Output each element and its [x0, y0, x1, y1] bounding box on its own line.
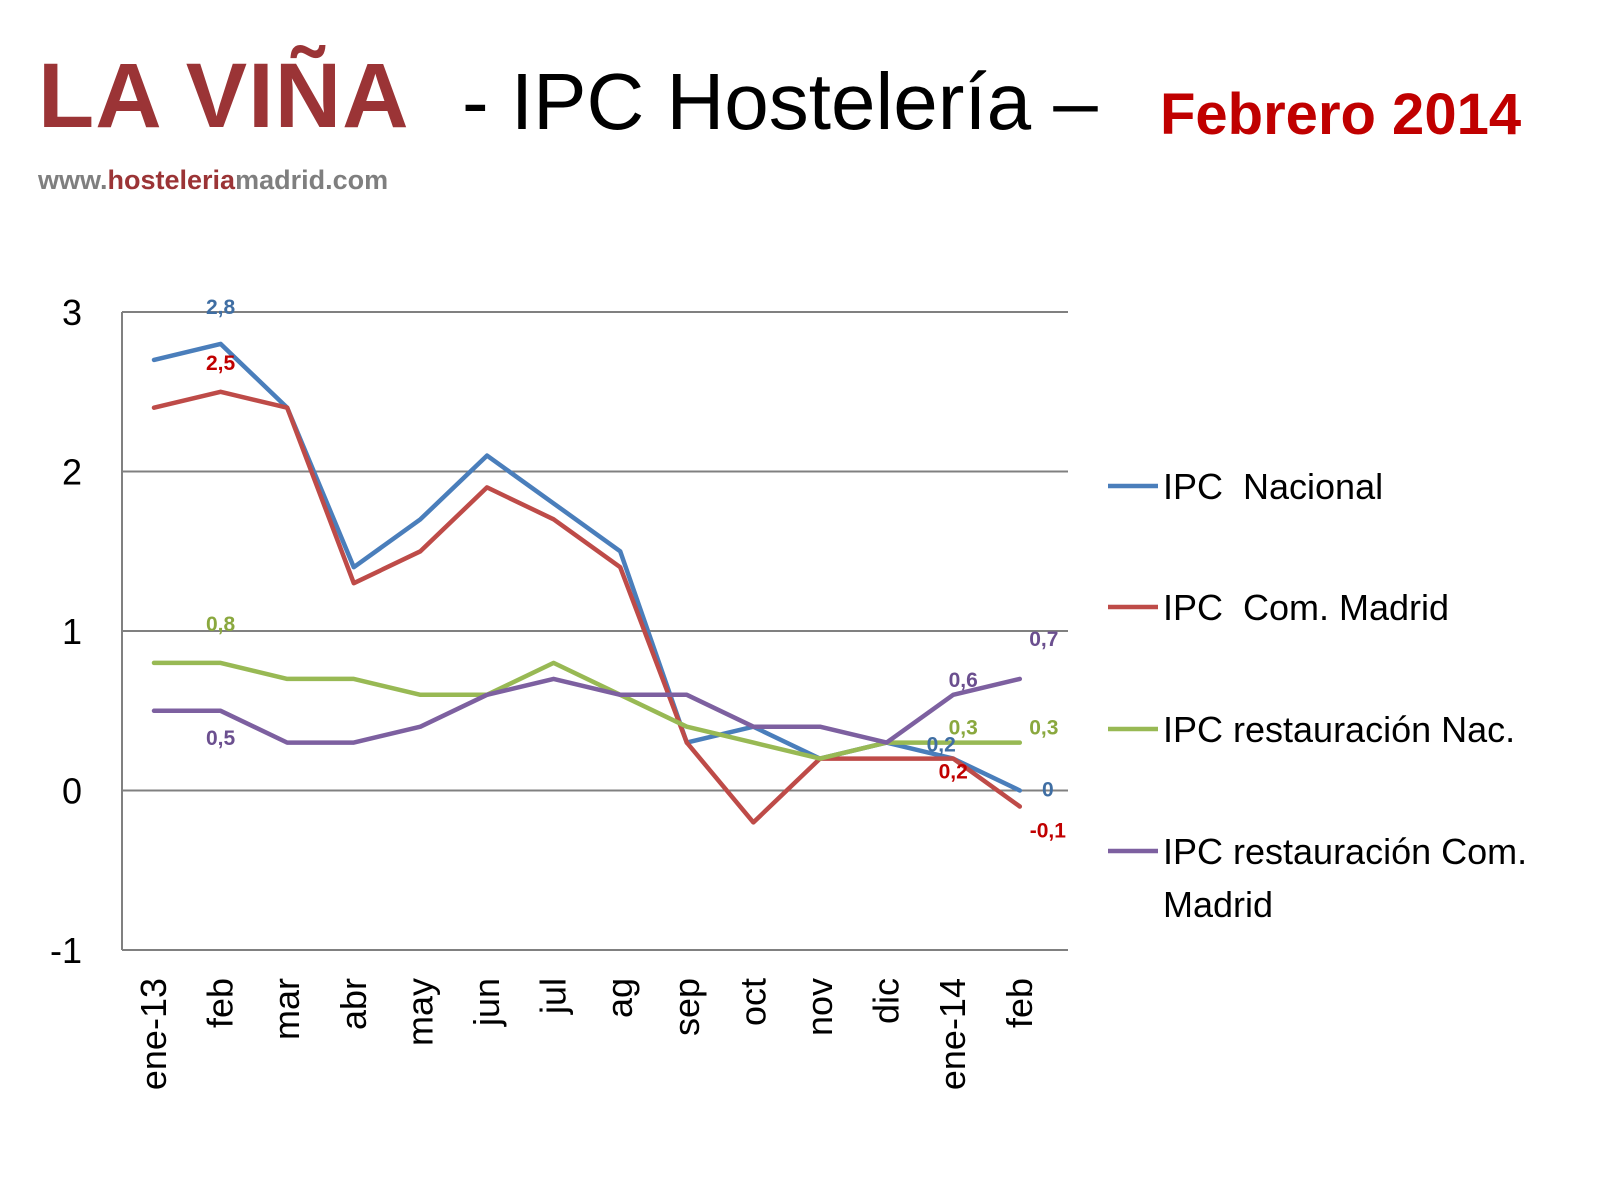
y-tick-label: 2	[62, 452, 82, 493]
y-tick-label: -1	[50, 930, 82, 971]
x-tick-label: nov	[799, 978, 840, 1036]
x-tick-label: feb	[999, 978, 1040, 1028]
x-tick-label: jul	[533, 978, 574, 1015]
data-label: 0,5	[206, 727, 236, 750]
brand-logo: LA VIÑA	[38, 45, 410, 147]
legend-label-line2: Madrid	[1163, 884, 1273, 925]
x-tick-label: ene-14	[932, 978, 973, 1090]
website-link[interactable]: www.hosteleriamadrid.com	[38, 167, 388, 194]
x-tick-label: feb	[200, 978, 241, 1028]
gridlines	[122, 311, 1068, 951]
legend-label: IPC restauración Com.	[1163, 831, 1527, 872]
y-tick-label: 0	[62, 771, 82, 812]
data-label: 0,7	[1029, 628, 1058, 651]
data-label: -0,1	[1030, 819, 1067, 842]
x-tick-label: sep	[666, 978, 707, 1036]
y-tick-labels: -1 0 1 2 3	[50, 292, 82, 971]
y-tick-label: 1	[62, 611, 82, 652]
x-tick-labels: ene-13 feb mar abr may jun jul ag sep oct nov dic en…	[133, 978, 1040, 1090]
x-tick-label: mar	[266, 978, 307, 1040]
legend-label: IPC Com. Madrid	[1163, 587, 1449, 628]
legend-label: IPC Nacional	[1163, 466, 1383, 507]
legend-label: IPC restauración Nac.	[1163, 709, 1515, 750]
y-tick-label: 3	[62, 292, 82, 333]
data-labels: 2,82,50,80,50,60,70,3 0,30,200,2-0,1	[206, 296, 1066, 843]
data-label: 0,3	[1029, 717, 1058, 740]
x-tick-label: oct	[732, 978, 773, 1026]
legend: IPC Nacional IPC Com. Madrid IPC restaurac…	[1108, 466, 1527, 925]
website-prefix: www.	[38, 165, 108, 195]
website-suffix: madrid.com	[235, 165, 389, 195]
data-label: 0	[1042, 779, 1054, 802]
series-line-2	[151, 389, 1023, 825]
data-label: 0,8	[206, 613, 236, 636]
series-line-1	[151, 341, 1023, 793]
x-tick-label: may	[399, 978, 440, 1046]
page-title: - IPC Hostelería –	[462, 57, 1098, 146]
series-line-3	[151, 660, 1023, 761]
data-label: 0,2	[927, 734, 956, 757]
x-tick-label: ag	[599, 978, 640, 1018]
website-highlight: hosteleria	[107, 165, 236, 195]
x-tick-label: jun	[466, 978, 507, 1027]
series-lines	[151, 341, 1023, 825]
report-date: Febrero 2014	[1160, 82, 1522, 147]
data-label: 0,6	[949, 669, 978, 692]
data-label: 0,2	[939, 761, 968, 784]
data-label: 2,5	[206, 352, 236, 375]
series-line-4	[151, 676, 1023, 745]
x-tick-label: abr	[333, 978, 374, 1030]
data-label: 2,8	[206, 296, 236, 319]
data-label: 0,3	[949, 717, 978, 740]
x-tick-label: dic	[866, 978, 907, 1024]
x-tick-label: ene-13	[133, 978, 174, 1090]
